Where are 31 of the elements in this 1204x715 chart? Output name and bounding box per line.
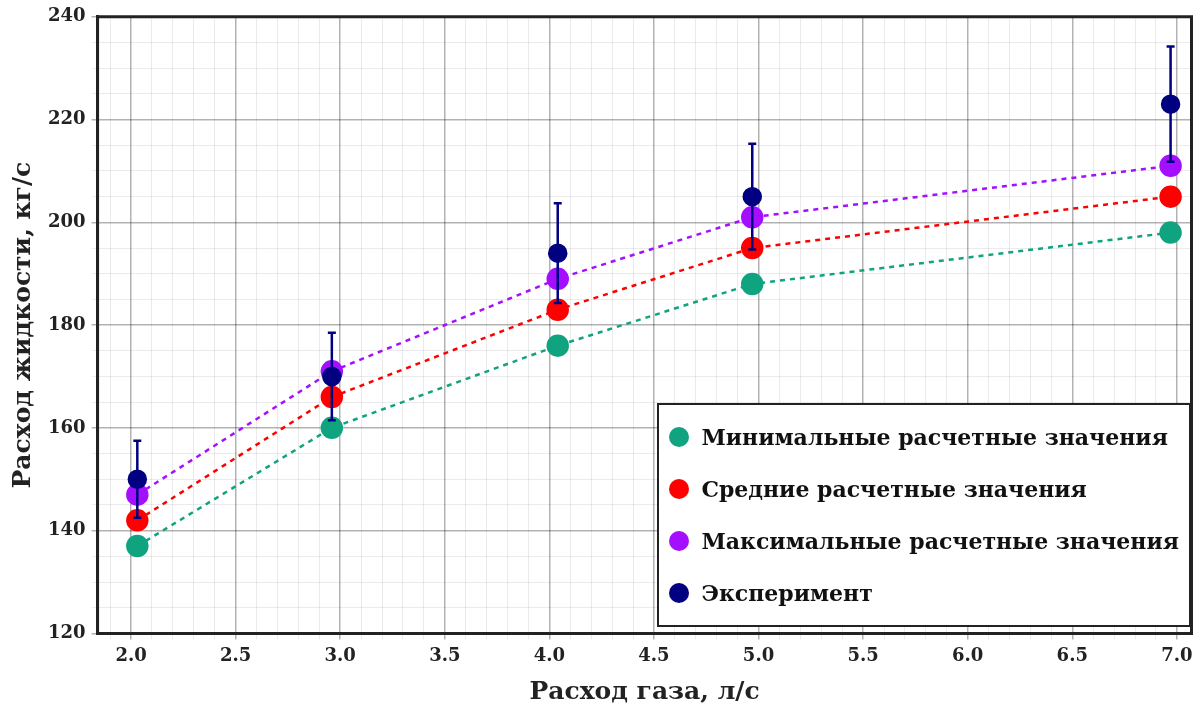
x-tick-label: 6.0 bbox=[952, 643, 984, 665]
x-tick-label: 2.5 bbox=[219, 643, 252, 665]
x-axis-title: Расход газа, л/с bbox=[529, 675, 760, 705]
point bbox=[1159, 221, 1182, 244]
y-tick-label: 140 bbox=[48, 518, 86, 540]
x-tick-label: 4.5 bbox=[638, 643, 670, 665]
x-tick-label: 3.0 bbox=[324, 643, 356, 665]
legend-label: Максимальные расчетные значения bbox=[701, 528, 1179, 554]
x-tick-label: 5.0 bbox=[742, 643, 775, 665]
point bbox=[1159, 185, 1182, 208]
legend-label: Минимальные расчетные значения bbox=[701, 424, 1168, 450]
point bbox=[126, 534, 149, 558]
y-axis-title: Расход жидкости, кг/с bbox=[6, 161, 36, 489]
y-tick-label: 200 bbox=[48, 210, 86, 232]
y-tick-label: 220 bbox=[48, 107, 86, 129]
point bbox=[546, 334, 569, 357]
y-tick-label: 240 bbox=[48, 4, 86, 26]
point bbox=[546, 298, 569, 321]
legend-label: Эксперимент bbox=[701, 580, 873, 606]
point bbox=[320, 416, 344, 440]
x-tick-label: 2.0 bbox=[115, 643, 147, 665]
x-tick-label: 4.0 bbox=[533, 643, 566, 665]
x-tick-label: 6.5 bbox=[1056, 643, 1088, 665]
y-tick-label: 160 bbox=[48, 415, 86, 437]
y-tick-label: 180 bbox=[48, 312, 86, 334]
point bbox=[741, 272, 764, 296]
y-tick-label: 120 bbox=[48, 621, 86, 643]
legend-label: Средние расчетные значения bbox=[701, 476, 1087, 502]
x-tick-label: 3.5 bbox=[429, 643, 461, 665]
x-tick-label: 5.5 bbox=[847, 643, 879, 665]
x-tick-label: 7.0 bbox=[1161, 643, 1193, 665]
